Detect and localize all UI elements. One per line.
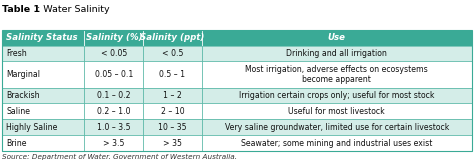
Text: < 0.05: < 0.05 bbox=[100, 49, 127, 58]
Bar bbox=[84, 88, 143, 103]
Bar bbox=[2, 46, 84, 61]
Text: > 35: > 35 bbox=[163, 139, 182, 148]
Text: < 0.5: < 0.5 bbox=[162, 49, 183, 58]
Text: Most irrigation, adverse effects on ecosystems
become apparent: Most irrigation, adverse effects on ecos… bbox=[246, 65, 428, 84]
Bar bbox=[2, 30, 84, 46]
Text: Fresh: Fresh bbox=[6, 49, 27, 58]
Bar bbox=[2, 30, 472, 151]
Bar bbox=[202, 30, 472, 46]
Text: Useful for most livestock: Useful for most livestock bbox=[288, 107, 385, 116]
Bar bbox=[84, 119, 143, 135]
Text: 1 – 2: 1 – 2 bbox=[163, 91, 182, 100]
Bar bbox=[84, 61, 143, 88]
Bar bbox=[84, 103, 143, 119]
Bar bbox=[143, 119, 202, 135]
Text: Salinity Status: Salinity Status bbox=[6, 33, 78, 42]
Text: Use: Use bbox=[328, 33, 346, 42]
Bar bbox=[202, 119, 472, 135]
Text: Source: Department of Water. Government of Western Australia.: Source: Department of Water. Government … bbox=[2, 154, 237, 160]
Text: Brine: Brine bbox=[6, 139, 27, 148]
Bar bbox=[143, 46, 202, 61]
Text: Drinking and all irrigation: Drinking and all irrigation bbox=[286, 49, 387, 58]
Text: 0.05 – 0.1: 0.05 – 0.1 bbox=[95, 70, 133, 79]
Bar bbox=[2, 119, 84, 135]
Bar bbox=[202, 61, 472, 88]
Text: 0.2 – 1.0: 0.2 – 1.0 bbox=[97, 107, 130, 116]
Bar bbox=[143, 88, 202, 103]
Text: Brackish: Brackish bbox=[6, 91, 40, 100]
Text: 1.0 – 3.5: 1.0 – 3.5 bbox=[97, 123, 130, 132]
Bar bbox=[84, 135, 143, 151]
Bar bbox=[84, 30, 143, 46]
Bar bbox=[202, 135, 472, 151]
Text: : Water Salinity: : Water Salinity bbox=[37, 5, 110, 14]
Text: Seawater; some mining and industrial uses exist: Seawater; some mining and industrial use… bbox=[241, 139, 432, 148]
Text: Salinity (ppt): Salinity (ppt) bbox=[140, 33, 205, 42]
Text: Marginal: Marginal bbox=[6, 70, 40, 79]
Bar bbox=[2, 61, 84, 88]
Text: Table 1: Table 1 bbox=[2, 5, 40, 14]
Bar bbox=[2, 103, 84, 119]
Text: Highly Saline: Highly Saline bbox=[6, 123, 57, 132]
Text: 2 – 10: 2 – 10 bbox=[161, 107, 184, 116]
Text: 10 – 35: 10 – 35 bbox=[158, 123, 187, 132]
Bar bbox=[143, 103, 202, 119]
Bar bbox=[84, 46, 143, 61]
Bar bbox=[143, 30, 202, 46]
Bar bbox=[202, 46, 472, 61]
Text: 0.1 – 0.2: 0.1 – 0.2 bbox=[97, 91, 130, 100]
Text: Irrigation certain crops only; useful for most stock: Irrigation certain crops only; useful fo… bbox=[239, 91, 435, 100]
Text: Saline: Saline bbox=[6, 107, 30, 116]
Text: Very saline groundwater, limited use for certain livestock: Very saline groundwater, limited use for… bbox=[225, 123, 449, 132]
Bar bbox=[202, 103, 472, 119]
Text: Salinity (%): Salinity (%) bbox=[85, 33, 142, 42]
Bar bbox=[2, 135, 84, 151]
Bar bbox=[143, 61, 202, 88]
Text: 0.5 – 1: 0.5 – 1 bbox=[159, 70, 185, 79]
Bar bbox=[202, 88, 472, 103]
Bar bbox=[143, 135, 202, 151]
Bar bbox=[2, 88, 84, 103]
Text: > 3.5: > 3.5 bbox=[103, 139, 125, 148]
